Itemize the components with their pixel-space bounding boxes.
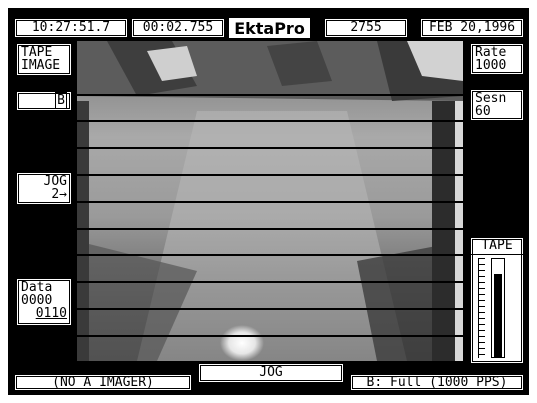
tape-gauge: TAPE	[470, 237, 524, 364]
tape-gauge-fill	[494, 273, 502, 357]
imager-status: (NO A IMAGER)	[14, 374, 192, 391]
b-indicator-label: B	[55, 92, 67, 109]
tape-gauge-label: TAPE	[471, 238, 523, 255]
ektapro-logo: EktaPro	[228, 17, 311, 39]
data-value-2: 0110	[35, 306, 67, 321]
tape-gauge-scale	[478, 258, 485, 358]
clock-readout: 10:27:51.7	[14, 18, 128, 38]
session-label: Sesn	[475, 91, 507, 106]
rate-value: 1000	[475, 58, 507, 73]
session-box: Sesn 60	[470, 89, 524, 121]
tape-image-line1: TAPE	[21, 45, 53, 60]
tape-image-line2: IMAGE	[21, 58, 61, 73]
data-box: Data 0000 0110	[16, 278, 72, 326]
elapsed-readout: 00:02.755	[131, 18, 225, 38]
jog-mode-indicator[interactable]: JOG	[198, 363, 344, 383]
tape-image-box[interactable]: TAPE IMAGE	[16, 43, 72, 76]
jog-speed: 2→	[51, 187, 67, 202]
b-indicator-box: B	[16, 91, 72, 111]
date-readout: FEB 20,1996	[420, 18, 524, 38]
jog-label: JOG	[43, 174, 67, 189]
frame-count-readout: 2755	[324, 18, 408, 38]
rate-label: Rate	[475, 45, 507, 60]
playback-speed: B: Full (1000 PPS)	[350, 374, 524, 391]
data-label: Data	[21, 280, 53, 295]
jog-box[interactable]: JOG 2→	[16, 172, 72, 205]
video-frame	[77, 41, 463, 361]
session-value: 60	[475, 104, 491, 119]
rate-box: Rate 1000	[470, 43, 524, 75]
tape-gauge-track	[491, 258, 505, 358]
data-value-1: 0000	[21, 293, 53, 308]
